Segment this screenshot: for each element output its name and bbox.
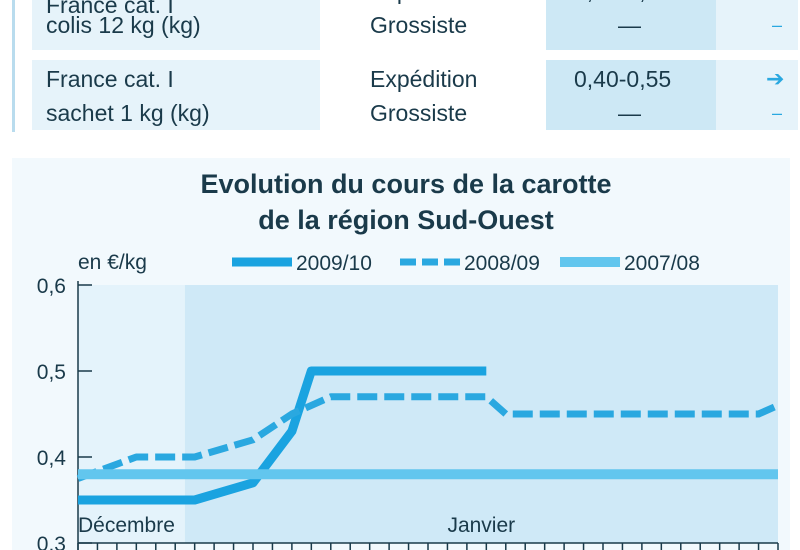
product-cell: France cat. I colis 12 kg (kg) [32, 0, 320, 50]
stage-line-1: Expédition [370, 0, 477, 8]
x-period-label: Janvier [447, 514, 515, 537]
price-line-2: — [618, 12, 641, 38]
arrow-right-icon: ➔ [766, 66, 785, 91]
series-line-0 [78, 366, 487, 505]
price-cell: 0,40-0,55 — [546, 60, 716, 130]
trend-dash: – [772, 15, 783, 35]
price-line-1: 0,45-0,55 [574, 0, 671, 8]
product-cell: France cat. I sachet 1 kg (kg) [32, 60, 320, 130]
price-table: France cat. I colis 12 kg (kg) Expéditio… [0, 0, 800, 150]
stage-line-2: Grossiste [370, 100, 468, 126]
product-line-1: France cat. I [46, 0, 174, 18]
price-line-2: — [618, 100, 641, 126]
table-row: France cat. I colis 12 kg (kg) Expéditio… [28, 0, 798, 50]
product-line-2: colis 12 kg (kg) [46, 12, 201, 38]
stage-line-2: Grossiste [370, 12, 468, 38]
stage-line-1: Expédition [370, 66, 478, 92]
chart-title-line: de la région Sud-Ouest [258, 205, 554, 235]
x-period-label: Décembre [78, 514, 175, 537]
legend-label: 2007/08 [624, 252, 700, 275]
table-row: France cat. I sachet 1 kg (kg) Expéditio… [28, 60, 798, 130]
table-left-rule [12, 0, 15, 132]
legend-label: 2008/09 [464, 252, 540, 275]
trend-dash: – [772, 103, 783, 123]
y-tick-label: 0,5 [37, 361, 66, 384]
stage-cell: Expédition Grossiste [320, 0, 546, 50]
price-cell: 0,45-0,55 — [546, 0, 716, 50]
y-axis-label: en €/kg [78, 251, 147, 274]
y-tick-label: 0,3 [37, 533, 66, 550]
stage-cell: Expédition Grossiste [320, 60, 546, 130]
price-line-1: 0,40-0,55 [574, 66, 672, 92]
arrow-right-icon: ➔ [766, 0, 784, 6]
legend-label: 2009/10 [296, 252, 372, 275]
product-line-2: sachet 1 kg (kg) [46, 100, 210, 126]
trend-cell: ➔ – [716, 0, 798, 50]
trend-cell: ➔ – [716, 60, 798, 130]
product-line-1: France cat. I [46, 66, 174, 92]
y-tick-label: 0,4 [37, 447, 67, 470]
chart-title-line: Evolution du cours de la carotte [200, 169, 611, 199]
y-tick-label: 0,6 [37, 275, 66, 298]
series-line-1 [76, 393, 780, 482]
